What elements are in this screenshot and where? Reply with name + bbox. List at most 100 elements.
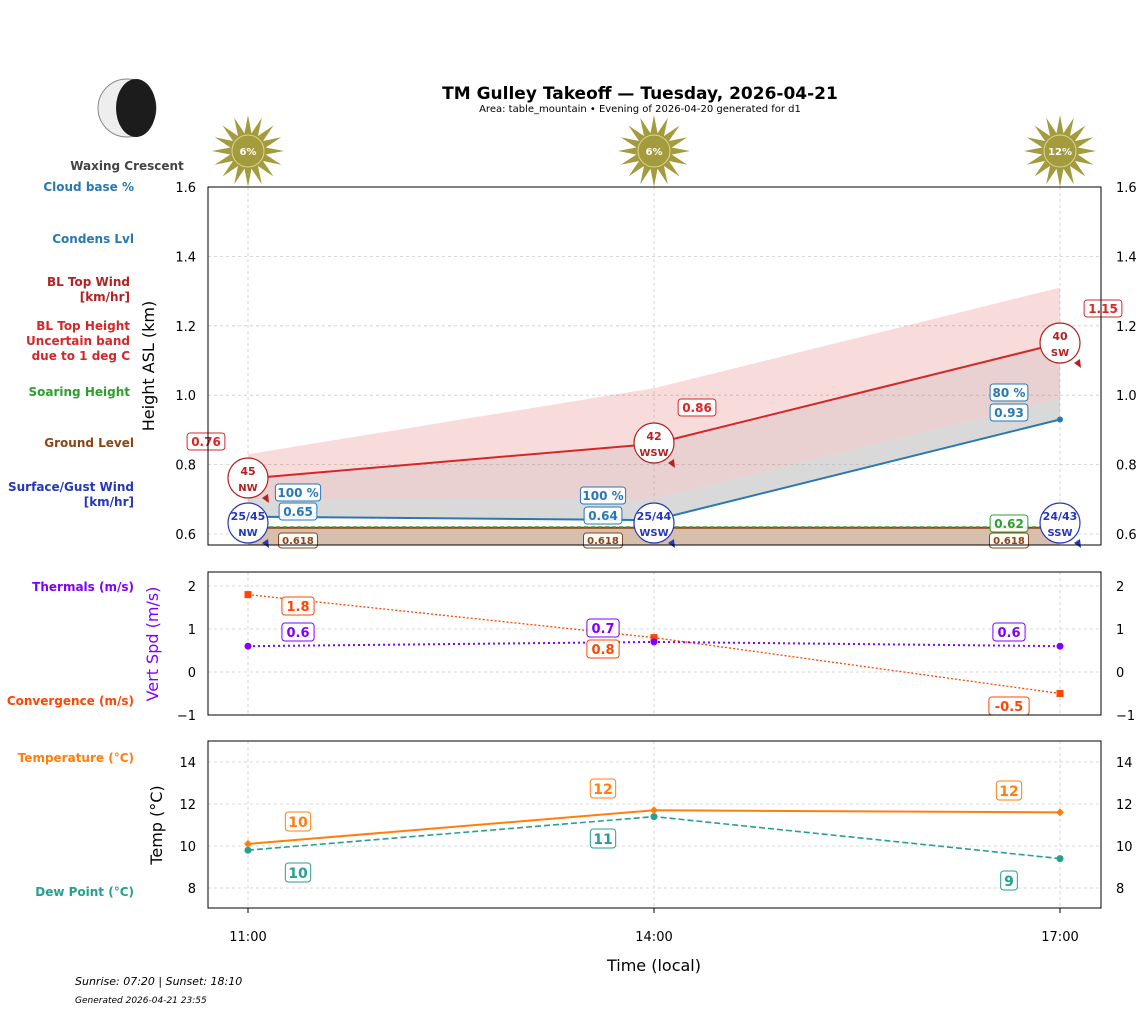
sun-percent: 6%: [240, 147, 257, 158]
moon-shadow: [116, 79, 156, 137]
bl-top-label: 0.86: [682, 401, 712, 415]
bl-cloud-band: [248, 343, 1060, 521]
sun-icon: [1024, 115, 1096, 187]
thermals-label-box: [992, 622, 1026, 642]
convergence-point: [1056, 690, 1064, 697]
y-tick-label-right: 14: [1116, 756, 1133, 771]
surface-wind-badge-speed: 24/43: [1043, 510, 1078, 523]
legend-label: [km/hr]: [84, 495, 134, 509]
sun-percent: 6%: [646, 147, 663, 158]
legend-label: Condens Lvl: [52, 232, 134, 246]
convergence-label-box: [281, 596, 315, 616]
convergence-label: 1.8: [286, 600, 309, 615]
legend-label: Cloud base %: [43, 180, 134, 194]
height-panel-frame: [207, 186, 1102, 546]
y-tick-label-right: 10: [1116, 840, 1133, 855]
thermals-label: 0.6: [997, 626, 1020, 641]
y-tick-label: 0: [188, 666, 196, 681]
bl-wind-badge-direction: SW: [1051, 348, 1069, 359]
surface-wind-badge-circle: [227, 502, 269, 544]
bl-uncertainty-band: [248, 287, 1060, 500]
cloud-base-label-box: [989, 403, 1029, 422]
y-tick-label: 14: [179, 756, 196, 771]
bl-wind-badge-circle: [1039, 322, 1081, 364]
y-tick-label-right: −1: [1116, 709, 1135, 724]
cloud-base-point: [1057, 416, 1063, 423]
bl-wind-badge-speed: 40: [1052, 330, 1068, 343]
cloud-pct-label: 100 %: [582, 489, 623, 503]
y-tick-label-right: 1.4: [1116, 250, 1137, 265]
wind-arrow-icon: [668, 539, 675, 548]
height-panel-bg: [208, 187, 1101, 545]
moon-waxing-crescent-icon: [97, 78, 157, 138]
temperature-point: [244, 839, 252, 848]
legend-label: Soaring Height: [29, 385, 131, 399]
dewpoint-label: 10: [288, 866, 308, 882]
surface-wind-badge-direction: NW: [238, 528, 257, 539]
sun-icon: [212, 115, 284, 187]
thermals-label-box: [281, 622, 315, 642]
y-tick-label-right: 0.8: [1116, 459, 1137, 474]
thermals-label: 0.6: [286, 626, 309, 641]
wind-arrow-icon: [668, 459, 675, 468]
surface-wind-badge-direction: WSW: [639, 528, 668, 539]
convergence-label-box: [586, 639, 620, 659]
cloud-pct-label: 80 %: [993, 386, 1026, 400]
cloud-pct-label-box: [989, 383, 1029, 402]
temperature-label-box: [589, 778, 617, 799]
bl-wind-badge-circle: [633, 422, 675, 464]
sun-disc: [1043, 134, 1077, 168]
cloud-base-label: 0.64: [588, 509, 618, 523]
y-tick-label: 12: [179, 798, 196, 813]
bl-top-label-box: [1083, 299, 1123, 318]
bl-wind-badge-direction: NW: [238, 483, 257, 494]
y-tick-label: 1.6: [175, 181, 196, 196]
y-tick-label-right: 1.6: [1116, 181, 1137, 196]
legend-label: BL Top Height: [36, 319, 130, 333]
temperature-label: 12: [999, 784, 1018, 800]
y-tick-label: 1.0: [175, 389, 196, 404]
legend-label: [km/hr]: [80, 290, 130, 304]
x-tick-label: 11:00: [229, 930, 266, 945]
temperature-point: [650, 806, 658, 815]
surface-wind-badge-circle: [1039, 502, 1081, 544]
wind-arrow-icon: [262, 494, 269, 503]
y-tick-label: 8: [188, 882, 196, 897]
ground-label: 0.618: [282, 536, 314, 547]
x-tick-label: 14:00: [635, 930, 672, 945]
thermals-point: [650, 638, 658, 646]
y-axis-label-vert-speed: Vert Spd (m/s): [143, 587, 162, 702]
ground-label-box: [583, 532, 623, 549]
thermals-label: 0.7: [591, 622, 614, 637]
dewpoint-label-box: [589, 828, 617, 849]
y-tick-label: 0.8: [175, 459, 196, 474]
legend-label: Convergence (m/s): [7, 694, 134, 708]
cloud-base-label: 0.65: [283, 505, 313, 519]
y-tick-label-right: 1: [1116, 623, 1124, 638]
dewpoint-point: [1056, 855, 1064, 863]
wind-arrow-icon: [262, 539, 269, 548]
y-tick-label-right: 12: [1116, 798, 1133, 813]
y-tick-label-right: 1.0: [1116, 389, 1137, 404]
vert-panel-frame: [207, 571, 1102, 716]
legend-label: Dew Point (°C): [35, 885, 134, 899]
legend-label: Thermals (m/s): [32, 580, 134, 594]
temperature-point: [1056, 808, 1064, 817]
cloud-base-label-box: [278, 502, 318, 521]
ground-label-box: [989, 532, 1029, 549]
bl-wind-badge-speed: 42: [646, 430, 661, 443]
surface-wind-badge-circle: [633, 502, 675, 544]
cloud-pct-label-box: [274, 483, 322, 502]
y-tick-label: 2: [188, 580, 196, 595]
dewpoint-label-box: [1000, 870, 1018, 891]
cloud-pct-label: 100 %: [277, 486, 318, 500]
x-tick-label: 17:00: [1041, 930, 1078, 945]
y-tick-label-right: 1.2: [1116, 320, 1137, 335]
cloud-base-label-box: [583, 506, 623, 525]
x-axis-label: Time (local): [606, 956, 701, 975]
wind-arrow-icon: [1074, 359, 1081, 368]
y-axis-label-temp: Temp (°C): [147, 785, 166, 865]
dewpoint-label: 11: [593, 832, 612, 848]
bl-top-label-box: [677, 398, 717, 417]
y-tick-label-right: 8: [1116, 882, 1124, 897]
